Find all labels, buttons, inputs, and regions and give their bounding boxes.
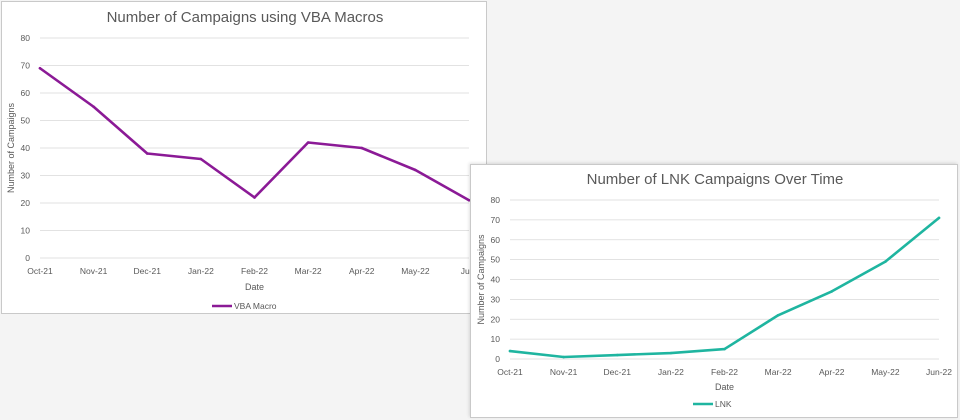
- x-tick-label: Jan-22: [658, 367, 684, 377]
- x-tick-label: May-22: [871, 367, 900, 377]
- vba-data-point: [360, 146, 364, 150]
- y-tick-label: 70: [491, 215, 501, 225]
- y-tick-label: 40: [21, 143, 31, 153]
- lnk-data-point: [508, 349, 512, 353]
- x-tick-label: Jan-22: [188, 266, 214, 276]
- chart-title: Number of Campaigns using VBA Macros: [107, 9, 384, 26]
- y-axis-title: Number of Campaigns: [6, 102, 16, 193]
- vba-data-point: [92, 105, 95, 109]
- lnk-chart-svg: Number of LNK Campaigns Over Time 0 10 20 30…: [476, 171, 952, 409]
- lnk-data-point: [669, 351, 673, 355]
- y-tick-label: 10: [21, 226, 31, 236]
- x-tick-label: Jun-22: [926, 367, 952, 377]
- chart-title: Number of LNK Campaigns Over Time: [587, 171, 844, 188]
- vba-data-point: [467, 198, 471, 202]
- x-tick-label: Jun-: [461, 266, 478, 276]
- x-tick-label: Feb-22: [241, 266, 268, 276]
- x-tick-label: Oct-21: [497, 367, 523, 377]
- lnk-data-point: [615, 353, 619, 357]
- legend-label: VBA Macro: [234, 301, 277, 311]
- lnk-data-point: [830, 290, 834, 293]
- x-tick-label: Nov-21: [550, 367, 578, 377]
- y-tick-label: 80: [491, 195, 501, 205]
- lnk-data-point: [937, 216, 941, 220]
- y-tick-label: 50: [21, 116, 31, 126]
- lnk-data-point: [884, 260, 887, 263]
- lnk-chart-panel: Number of LNK Campaigns Over Time 0 10 20 30…: [470, 164, 958, 418]
- y-tick-label: 50: [491, 255, 501, 265]
- y-tick-label: 30: [491, 294, 501, 304]
- x-axis-title: Date: [715, 382, 734, 392]
- y-tick-label: 70: [21, 61, 31, 71]
- vba-data-point: [306, 141, 310, 144]
- y-tick-label: 0: [495, 354, 500, 364]
- x-axis-title: Date: [245, 282, 264, 292]
- vba-data-point: [253, 196, 256, 199]
- legend-label: LNK: [715, 399, 732, 409]
- y-tick-label: 20: [491, 314, 501, 324]
- x-tick-label: Dec-21: [134, 266, 162, 276]
- y-tick-label: 80: [21, 33, 31, 43]
- lnk-series-line: [508, 216, 941, 359]
- y-tick-label: 0: [25, 253, 30, 263]
- x-tick-label: Nov-21: [80, 266, 108, 276]
- vba-data-point: [199, 157, 203, 161]
- x-tick-label: Apr-22: [819, 367, 845, 377]
- vba-series-line: [38, 66, 471, 202]
- y-tick-label: 60: [21, 88, 31, 98]
- y-tick-label: 30: [21, 171, 31, 181]
- vba-chart-svg: Number of Campaigns using VBA Macros 0 10 2…: [6, 9, 478, 311]
- x-tick-label: Apr-22: [349, 266, 375, 276]
- vba-data-point: [38, 66, 42, 70]
- x-tick-label: Mar-22: [765, 367, 792, 377]
- y-tick-label: 60: [491, 235, 501, 245]
- x-tick-label: May-22: [401, 266, 430, 276]
- y-axis-title: Number of Campaigns: [476, 234, 486, 325]
- y-tick-label: 20: [21, 198, 31, 208]
- x-tick-label: Feb-22: [711, 367, 738, 377]
- x-tick-label: Mar-22: [295, 266, 322, 276]
- lnk-data-point: [776, 313, 780, 317]
- y-tick-label: 10: [491, 334, 501, 344]
- x-tick-label: Oct-21: [27, 266, 53, 276]
- vba-chart-panel: Number of Campaigns using VBA Macros 0 10 2…: [1, 1, 487, 314]
- vba-data-point: [414, 168, 417, 172]
- lnk-data-point: [562, 355, 565, 359]
- lnk-data-point: [723, 347, 726, 351]
- y-tick-label: 40: [491, 275, 501, 285]
- vba-data-point: [145, 152, 149, 155]
- x-tick-label: Dec-21: [604, 367, 632, 377]
